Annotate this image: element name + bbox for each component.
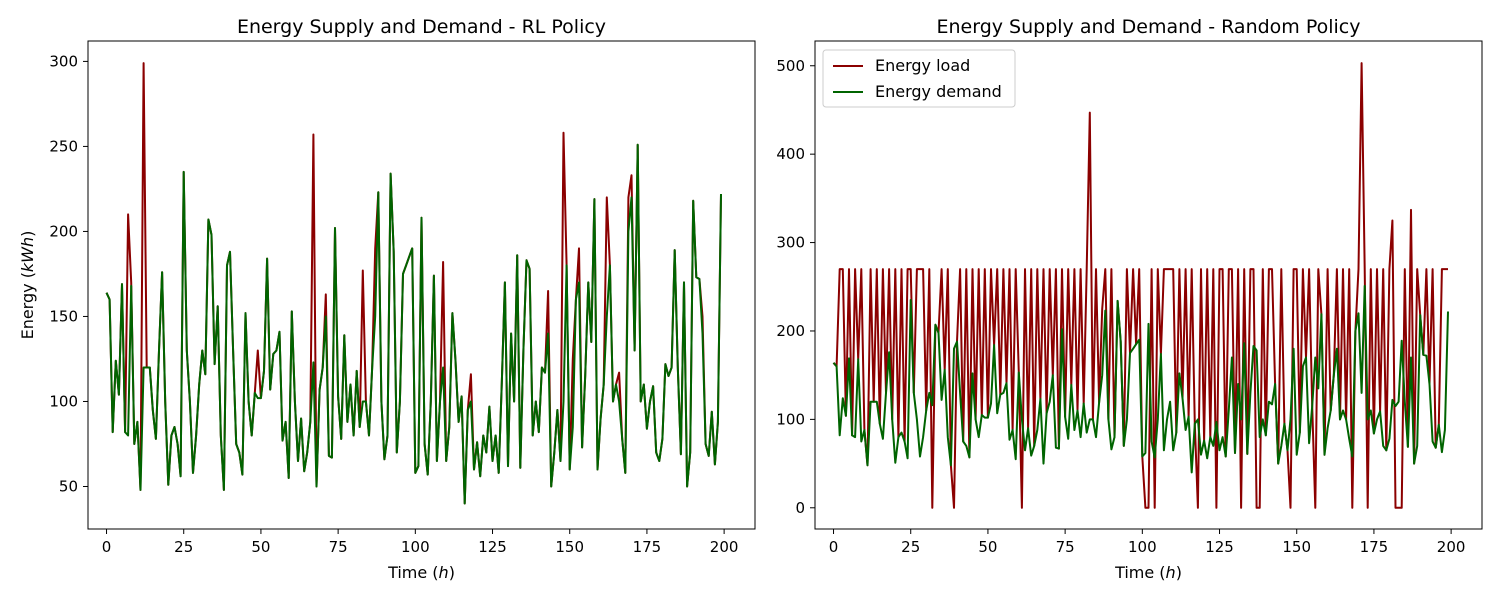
y-tick-label: 100 [49,392,78,410]
chart-title: Energy Supply and Demand - RL Policy [237,16,606,38]
y-axis-label: Energy (kWh) [18,231,37,340]
x-tick-label: 25 [901,538,920,556]
y-tick-label: 0 [795,499,805,517]
x-axis-label: Time (h) [1114,563,1182,582]
x-tick-label: 150 [1282,538,1311,556]
x-tick-label: 200 [1437,538,1466,556]
y-tick-label: 200 [49,222,78,240]
x-tick-label: 75 [1056,538,1075,556]
x-tick-label: 100 [1128,538,1157,556]
y-tick-label: 150 [49,307,78,325]
x-tick-label: 0 [102,538,112,556]
x-tick-label: 200 [710,538,739,556]
plot-frame [87,40,756,530]
x-tick-label: 50 [978,538,997,556]
series-line-energy-load [105,62,722,505]
series-line-energy-demand [832,284,1449,474]
chart-title: Energy Supply and Demand - Random Policy [937,16,1361,38]
x-axis-label: Time (h) [387,563,455,582]
x-tick-label: 150 [555,538,584,556]
x-tick-label: 0 [829,538,839,556]
y-tick-label: 250 [49,137,78,155]
x-tick-label: 100 [401,538,430,556]
chart-random-policy: 0 25 50 75 100 125 150 175 200 0 100 200 300 400 500 En… [776,16,1483,582]
x-tick-label: 50 [251,538,270,556]
chart-rl-policy: 0 25 50 75 100 125 150 175 200 50 100 150 200 250 300 E… [18,16,756,582]
y-tick-label: 50 [59,477,78,495]
x-tick-label: 125 [1205,538,1234,556]
x-tick-label: 175 [1360,538,1389,556]
y-tick-label: 100 [776,410,805,428]
series-line-energy-load [832,62,1448,509]
x-tick-label: 75 [329,538,348,556]
x-tick-label: 125 [478,538,507,556]
y-tick-label: 200 [776,322,805,340]
y-tick-label: 300 [776,234,805,252]
legend: Energy load Energy demand [822,49,1016,108]
legend-box [822,49,1016,108]
x-tick-label: 175 [633,538,662,556]
y-tick-label: 500 [776,57,805,75]
x-tick-label: 25 [174,538,193,556]
series-line-energy-demand [105,143,722,505]
y-tick-label: 400 [776,145,805,163]
legend-label: Energy load [875,56,970,75]
plot-frame [814,40,1483,530]
series-group [832,62,1449,509]
y-tick-label: 300 [49,52,78,70]
legend-label: Energy demand [875,82,1002,101]
series-group [105,62,722,505]
